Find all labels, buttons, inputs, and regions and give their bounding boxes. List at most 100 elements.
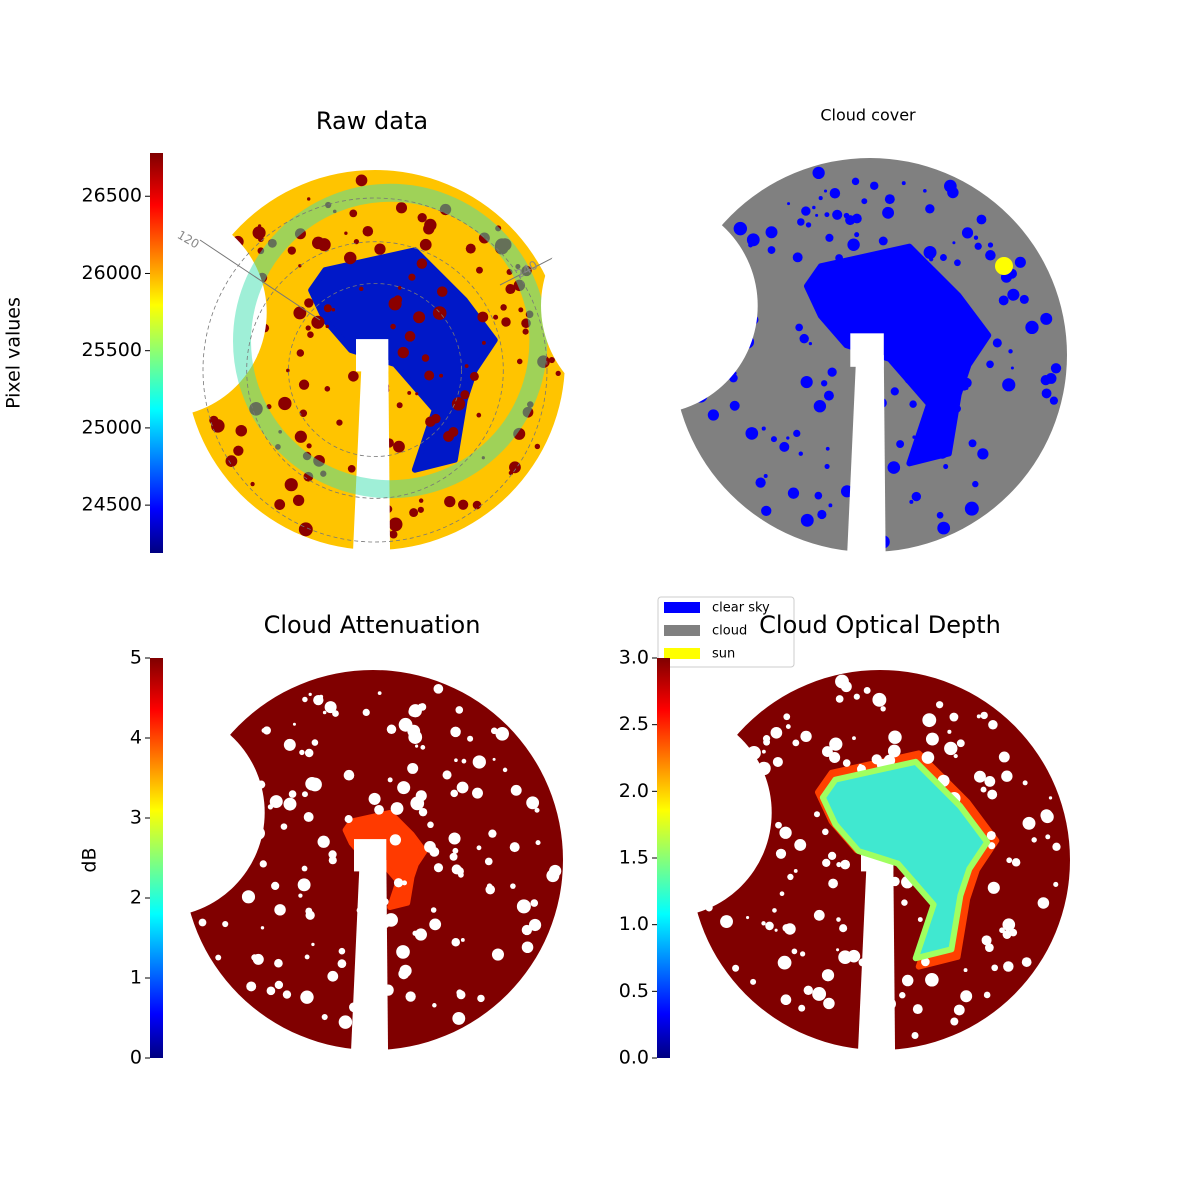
cloud-spot [449, 852, 458, 861]
cloud-spot [303, 811, 314, 822]
cloud-spot [429, 918, 442, 931]
cloud-spot [451, 937, 460, 947]
sun [995, 257, 1013, 275]
cloud-spot [409, 508, 419, 518]
cloud-spot [878, 236, 888, 246]
cloud-spot [396, 945, 410, 959]
cloud-spot [344, 815, 353, 824]
cloud-spot [389, 530, 398, 539]
cloud-spot [987, 242, 994, 248]
cloud-spot [469, 371, 479, 381]
cloud-spot [416, 258, 428, 269]
legend-swatch [664, 625, 700, 636]
cloud-spot [939, 254, 947, 261]
cloud-spot [890, 387, 899, 396]
cloud-spot [707, 409, 719, 421]
cloud-spot [518, 307, 524, 313]
cloud-spot [840, 859, 851, 870]
cloud-spot [388, 297, 402, 311]
cloud-spot [1037, 897, 1050, 909]
cloud-spot [1022, 816, 1036, 830]
cloud-spot [793, 869, 798, 873]
cloud-spot [772, 756, 783, 767]
cloud-spot [258, 236, 264, 243]
cloud-spot [389, 834, 402, 846]
cloud-spot [283, 738, 296, 751]
cloud-spot [336, 419, 343, 426]
cloud-spot [911, 1031, 919, 1039]
cloud-spot [1002, 930, 1012, 939]
cloud-spot [252, 226, 266, 240]
cloud-spot [798, 1004, 806, 1012]
cloud-spot [412, 930, 418, 936]
cloud-spot [343, 251, 357, 265]
cloud-spot [448, 427, 459, 438]
cloud-spot [775, 821, 782, 829]
cloud-spot [269, 795, 283, 809]
cloud-spot [246, 981, 257, 992]
cloud-spot [305, 325, 311, 331]
mask-cutout [846, 355, 886, 572]
cloud-spot [430, 413, 441, 424]
cloud-spot [292, 722, 296, 726]
cloud-spot [510, 784, 522, 796]
cloud-spot [301, 865, 308, 872]
cloud-spot [836, 861, 842, 868]
cloud-spot [835, 254, 844, 262]
cloud-spot [338, 1015, 353, 1029]
cloud-spot [770, 436, 777, 443]
cloud-spot [829, 188, 841, 199]
cloud-spot [343, 769, 355, 781]
cloud-spot [461, 758, 467, 764]
cloud-spot [457, 499, 469, 510]
cloud-spot [260, 926, 265, 930]
cloud-spot [337, 959, 347, 968]
cloud-spot [452, 847, 459, 854]
cloud-spot [835, 300, 840, 306]
cloud-spot [815, 213, 819, 217]
cloud-spot [821, 274, 828, 281]
cloud-spot [419, 238, 432, 251]
cloud-spot [835, 695, 844, 703]
cloud-spot [946, 744, 952, 750]
cloud-spot [953, 342, 957, 347]
cloud-spot [456, 990, 466, 1000]
cloud-spot [912, 435, 916, 439]
cloud-spot [418, 498, 424, 503]
cloud-spot [973, 235, 979, 240]
cloud-spot [828, 851, 837, 860]
cloud-spot [398, 717, 413, 732]
cloud-spot [774, 928, 778, 932]
cloud-spot [861, 198, 868, 205]
cloud-spot [274, 958, 283, 968]
cloud-spot [493, 314, 499, 320]
cloud-spot [530, 899, 539, 907]
cloud-spot [953, 1004, 965, 1016]
cloud-spot [302, 696, 308, 703]
cloud-spot [516, 899, 531, 914]
cloud-spot [282, 990, 292, 999]
cloud-spot [830, 317, 838, 325]
cloud-spot [988, 842, 996, 850]
cloud-spot [327, 970, 339, 982]
cloud-spot [413, 799, 421, 806]
cloud-spot [311, 315, 325, 329]
cloud-spot [925, 451, 932, 459]
cloud-spot [988, 720, 998, 730]
cloud-spot [301, 791, 308, 798]
cloud-spot [779, 826, 792, 839]
cloud-spot [397, 346, 409, 359]
cloud-spot [828, 503, 833, 508]
cloud-spot [785, 724, 791, 729]
colorbar-tick-label: 3.0 [619, 647, 649, 669]
cloud-spot [355, 174, 368, 187]
cloud-spot [439, 373, 444, 378]
cloud-spot [854, 232, 860, 238]
cloud-spot [404, 331, 416, 342]
cloud-spot [510, 883, 516, 889]
cloud-spot [977, 448, 989, 460]
cloud-spot [884, 194, 895, 205]
cloud-spot [198, 918, 207, 927]
cloud-spot [215, 954, 222, 961]
